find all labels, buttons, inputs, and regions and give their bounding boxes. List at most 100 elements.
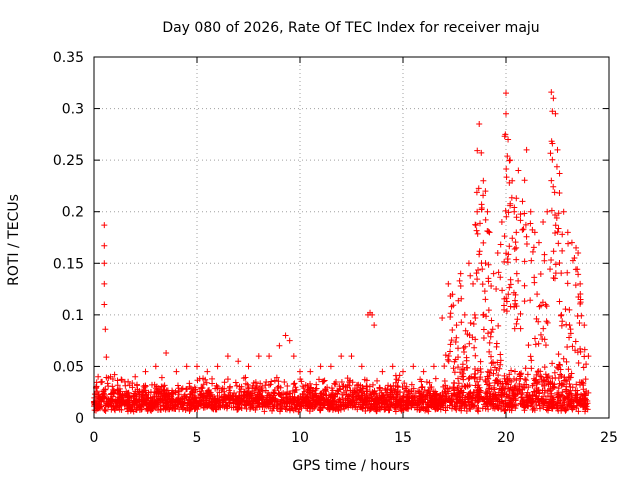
data-point <box>480 177 487 184</box>
baseline-point <box>191 395 198 402</box>
baseline-point <box>128 395 135 402</box>
baseline-point <box>492 364 499 371</box>
data-point <box>486 348 493 355</box>
data-point <box>505 136 512 143</box>
data-point <box>467 320 474 327</box>
baseline-point <box>356 386 363 393</box>
baseline-point <box>534 379 541 386</box>
data-point <box>537 331 544 338</box>
baseline-point <box>476 389 483 396</box>
baseline-point <box>557 371 564 378</box>
baseline-point <box>527 353 534 360</box>
baseline-point <box>411 394 418 401</box>
data-point <box>471 311 478 318</box>
baseline-point <box>232 400 239 407</box>
baseline-point <box>388 387 395 394</box>
data-point <box>482 216 489 223</box>
data-point <box>563 321 570 328</box>
data-point <box>485 261 492 268</box>
baseline-point <box>457 369 464 376</box>
baseline-point <box>555 385 562 392</box>
baseline-point <box>470 389 477 396</box>
baseline-point <box>306 387 313 394</box>
baseline-point <box>490 403 497 410</box>
data-point <box>531 274 538 281</box>
baseline-point <box>329 387 336 394</box>
baseline-point <box>190 387 197 394</box>
baseline-point <box>255 397 262 404</box>
baseline-point <box>275 378 282 385</box>
baseline-point <box>100 390 107 397</box>
baseline-point <box>281 379 288 386</box>
data-point <box>528 257 535 264</box>
baseline-point <box>523 381 530 388</box>
data-point <box>462 327 469 334</box>
baseline-point <box>426 387 433 394</box>
baseline-point <box>564 404 571 411</box>
data-point <box>480 192 487 199</box>
data-point <box>479 281 486 288</box>
baseline-point <box>402 405 409 412</box>
data-point <box>582 376 589 383</box>
baseline-point <box>551 369 558 376</box>
baseline-point <box>538 395 545 402</box>
data-point <box>571 254 578 261</box>
baseline-point <box>132 399 139 406</box>
baseline-point <box>110 389 117 396</box>
data-point <box>471 344 478 351</box>
data-point <box>447 348 454 355</box>
data-point <box>101 280 108 287</box>
data-point <box>107 373 114 380</box>
data-point <box>535 318 542 325</box>
baseline-point <box>168 390 175 397</box>
data-point <box>507 202 514 209</box>
data-point <box>566 334 573 341</box>
data-point <box>505 209 512 216</box>
baseline-point <box>174 382 181 389</box>
baseline-point <box>221 379 228 386</box>
data-point <box>513 244 520 251</box>
baseline-point <box>143 405 150 412</box>
baseline-point <box>381 400 388 407</box>
baseline-point <box>557 366 564 373</box>
data-point <box>521 177 528 184</box>
data-point <box>513 303 520 310</box>
data-point <box>152 363 159 370</box>
data-point <box>549 156 556 163</box>
data-point <box>101 260 108 267</box>
data-point <box>470 321 477 328</box>
data-point <box>476 248 483 255</box>
data-point <box>474 208 481 215</box>
data-point <box>461 367 468 374</box>
baseline-point <box>155 395 162 402</box>
data-point <box>503 165 510 172</box>
baseline-point <box>374 377 381 384</box>
baseline-point <box>291 380 298 387</box>
baseline-point <box>446 385 453 392</box>
data-point <box>564 343 571 350</box>
baseline-point <box>243 405 250 412</box>
baseline-point <box>187 390 194 397</box>
baseline-point <box>242 380 249 387</box>
baseline-point <box>190 398 197 405</box>
baseline-point <box>555 365 562 372</box>
data-point <box>521 258 528 265</box>
baseline-point <box>496 365 503 372</box>
baseline-point <box>210 406 217 413</box>
data-point <box>460 373 467 380</box>
baseline-point <box>469 402 476 409</box>
data-point <box>515 167 522 174</box>
data-point <box>487 333 494 340</box>
baseline-point <box>450 365 457 372</box>
baseline-point <box>426 379 433 386</box>
baseline-point <box>385 382 392 389</box>
baseline-point <box>171 405 178 412</box>
baseline-point <box>569 384 576 391</box>
data-point <box>379 368 386 375</box>
baseline-point <box>373 390 380 397</box>
baseline-point <box>475 398 482 405</box>
data-point <box>455 354 462 361</box>
baseline-point <box>316 395 323 402</box>
baseline-point <box>186 408 193 415</box>
